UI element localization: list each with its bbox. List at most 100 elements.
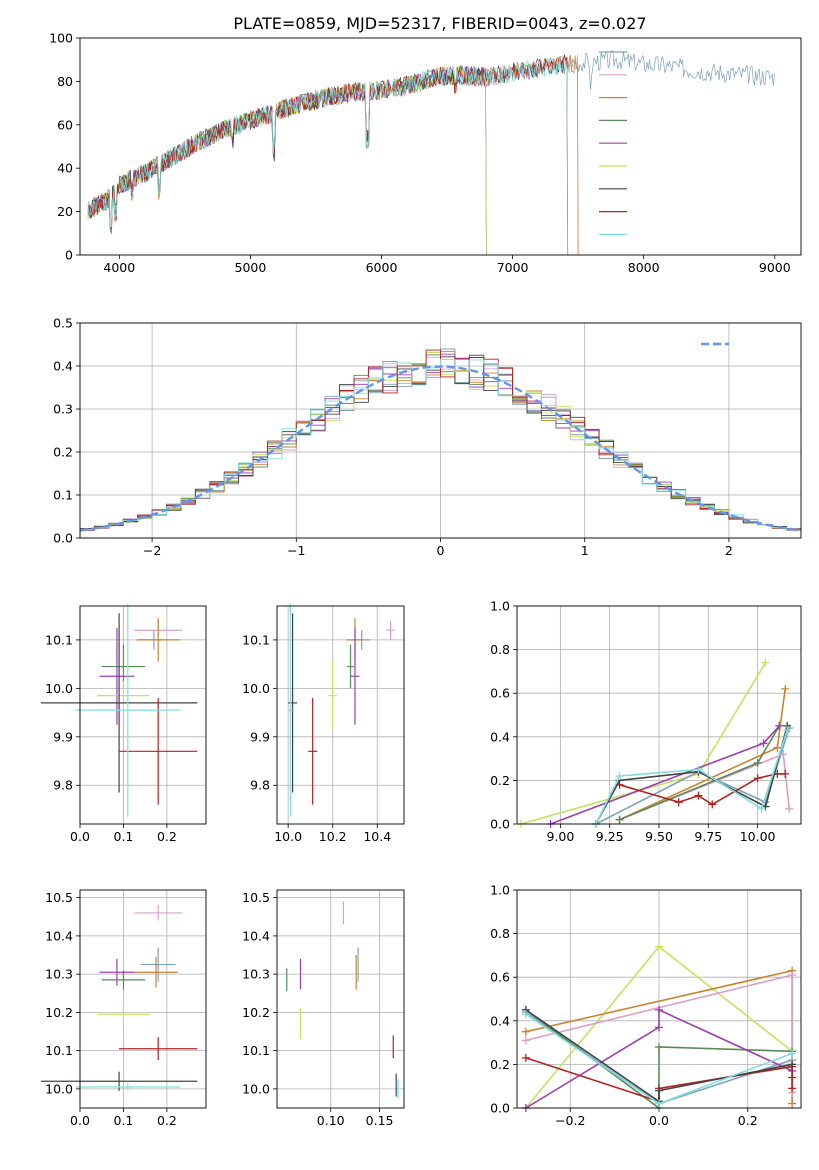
axes-frame bbox=[79, 322, 802, 539]
x-tick-label: 8000 bbox=[628, 260, 660, 275]
y-tick-label: 10.1 bbox=[45, 632, 73, 647]
y-tick-label: 10.5 bbox=[45, 890, 73, 905]
plus-marker bbox=[655, 942, 663, 951]
y-tick-label: 10.4 bbox=[242, 928, 270, 943]
y-tick-label: 1.0 bbox=[490, 599, 510, 614]
x-tick-label: 0.2 bbox=[157, 829, 177, 844]
axes-frame bbox=[79, 37, 802, 256]
plus-marker bbox=[694, 765, 703, 774]
x-tick-label: 9.50 bbox=[645, 829, 673, 844]
x-tick-label: 0.0 bbox=[649, 1113, 669, 1128]
plus-marker bbox=[655, 1023, 663, 1032]
plus-marker bbox=[655, 1005, 663, 1014]
y-tick-label: 0.8 bbox=[490, 926, 510, 941]
axes-age-mass: 10.0 10.2 10.4 9.8 9.9 10.0 10.1 bbox=[242, 603, 405, 844]
x-tick-label: 0.2 bbox=[157, 1113, 177, 1128]
plus-marker bbox=[521, 1027, 530, 1036]
plus-marker bbox=[521, 1010, 530, 1019]
y-tick-label: 10.0 bbox=[242, 1081, 270, 1096]
plus-marker bbox=[753, 774, 762, 783]
y-tick-label: 0.8 bbox=[490, 642, 510, 657]
y-tick-label: 10.3 bbox=[242, 967, 270, 982]
plus-marker bbox=[775, 721, 784, 730]
figure-title: PLATE=0859, MJD=52317, FIBERID=0043, z=0… bbox=[233, 14, 646, 33]
plus-marker bbox=[788, 1060, 797, 1069]
x-tick-label: 0.1 bbox=[114, 1113, 134, 1128]
x-tick-label: 6000 bbox=[366, 260, 398, 275]
plus-marker bbox=[521, 1053, 530, 1062]
y-tick-label: 0.2 bbox=[53, 445, 73, 460]
plus-marker bbox=[781, 684, 790, 693]
mass-weight-series-line bbox=[525, 1008, 793, 1109]
y-tick-label: 60 bbox=[57, 117, 73, 132]
y-tick-label: 10.1 bbox=[45, 1043, 73, 1058]
y-tick-label: 10.1 bbox=[242, 1043, 270, 1058]
y-tick-label: 0.2 bbox=[490, 1057, 510, 1072]
plus-marker bbox=[761, 658, 770, 667]
plus-marker bbox=[615, 815, 624, 824]
y-tick-label: 9.8 bbox=[53, 778, 73, 793]
x-tick-label: 5000 bbox=[235, 260, 267, 275]
axes-mass-weight-age: 9.00 9.25 9.50 9.75 10.00 0.0 0.2 0.4 0.6 0.8 1.0 bbox=[490, 599, 802, 844]
x-tick-label: 2 bbox=[725, 543, 733, 558]
x-tick-label: 10.2 bbox=[319, 829, 347, 844]
x-tick-label: 0.1 bbox=[114, 829, 134, 844]
y-tick-label: 80 bbox=[57, 74, 73, 89]
y-tick-label: 0.0 bbox=[53, 531, 73, 546]
y-tick-label: 0.4 bbox=[490, 729, 510, 744]
y-tick-label: 0 bbox=[65, 248, 73, 263]
plus-marker bbox=[785, 804, 794, 813]
y-tick-label: 0.0 bbox=[490, 817, 510, 832]
axes-spectrum: 4000 5000 6000 7000 8000 9000 0 20 40 60 80 100 bbox=[49, 31, 802, 275]
axes-frame bbox=[79, 889, 207, 1109]
axes-age-Z: 0.0 0.1 0.2 9.8 9.9 10.0 10.1 bbox=[40, 603, 207, 844]
y-tick-label: 9.9 bbox=[53, 729, 73, 744]
y-tick-label: 10.4 bbox=[45, 928, 73, 943]
plus-marker bbox=[788, 1049, 797, 1058]
y-tick-label: 0.2 bbox=[490, 773, 510, 788]
plus-marker bbox=[521, 1036, 530, 1045]
axes-frame bbox=[516, 605, 802, 825]
x-tick-label: 9.00 bbox=[546, 829, 574, 844]
y-tick-label: 10.0 bbox=[45, 681, 73, 696]
plus-marker bbox=[655, 1099, 663, 1108]
plus-marker bbox=[655, 1086, 663, 1095]
plus-marker bbox=[655, 1042, 663, 1051]
y-tick-label: 10.2 bbox=[242, 1005, 270, 1020]
plus-marker bbox=[615, 772, 624, 781]
y-tick-label: 10.5 bbox=[242, 890, 270, 905]
y-tick-label: 10.1 bbox=[242, 632, 270, 647]
x-tick-label: 0.10 bbox=[317, 1113, 345, 1128]
y-tick-label: 0.4 bbox=[490, 1013, 510, 1028]
x-tick-label: 10.4 bbox=[363, 829, 391, 844]
x-tick-label: 0.15 bbox=[366, 1113, 394, 1128]
x-tick-label: 1 bbox=[581, 543, 589, 558]
x-tick-label: 9000 bbox=[759, 260, 791, 275]
plus-marker bbox=[753, 758, 762, 767]
axes-frame bbox=[276, 889, 405, 1109]
plus-marker bbox=[783, 726, 792, 735]
y-tick-label: 0.0 bbox=[490, 1101, 510, 1116]
y-tick-label: 0.3 bbox=[53, 402, 73, 417]
y-tick-label: 10.3 bbox=[45, 967, 73, 982]
axes-mass-Z: 0.0 0.1 0.2 10.0 10.1 10.2 10.3 10.4 10.5 bbox=[40, 889, 207, 1128]
plus-marker bbox=[708, 800, 717, 809]
y-tick-label: 0.6 bbox=[490, 686, 510, 701]
normal-curve-line bbox=[79, 365, 802, 532]
plus-marker bbox=[788, 1099, 797, 1108]
x-tick-label: 0.0 bbox=[70, 1113, 90, 1128]
x-tick-label: 10.00 bbox=[740, 829, 776, 844]
plus-marker bbox=[773, 743, 782, 752]
x-tick-label: 0.2 bbox=[738, 1113, 758, 1128]
y-tick-label: 0.4 bbox=[53, 359, 73, 374]
y-tick-label: 9.9 bbox=[250, 729, 270, 744]
axes-mass-weight-Z: −0.2 0.0 0.2 0.0 0.2 0.4 0.6 0.8 1.0 bbox=[490, 883, 802, 1128]
axes-mass-EBV: 0.10 0.15 10.0 10.1 10.2 10.3 10.4 10.5 bbox=[242, 889, 405, 1128]
spectrum-series-line bbox=[87, 55, 569, 255]
x-tick-label: 10.0 bbox=[274, 829, 302, 844]
y-tick-label: 20 bbox=[57, 204, 73, 219]
y-tick-label: 40 bbox=[57, 161, 73, 176]
x-tick-label: −2 bbox=[143, 543, 161, 558]
mass-weight-series-line bbox=[525, 1009, 793, 1104]
